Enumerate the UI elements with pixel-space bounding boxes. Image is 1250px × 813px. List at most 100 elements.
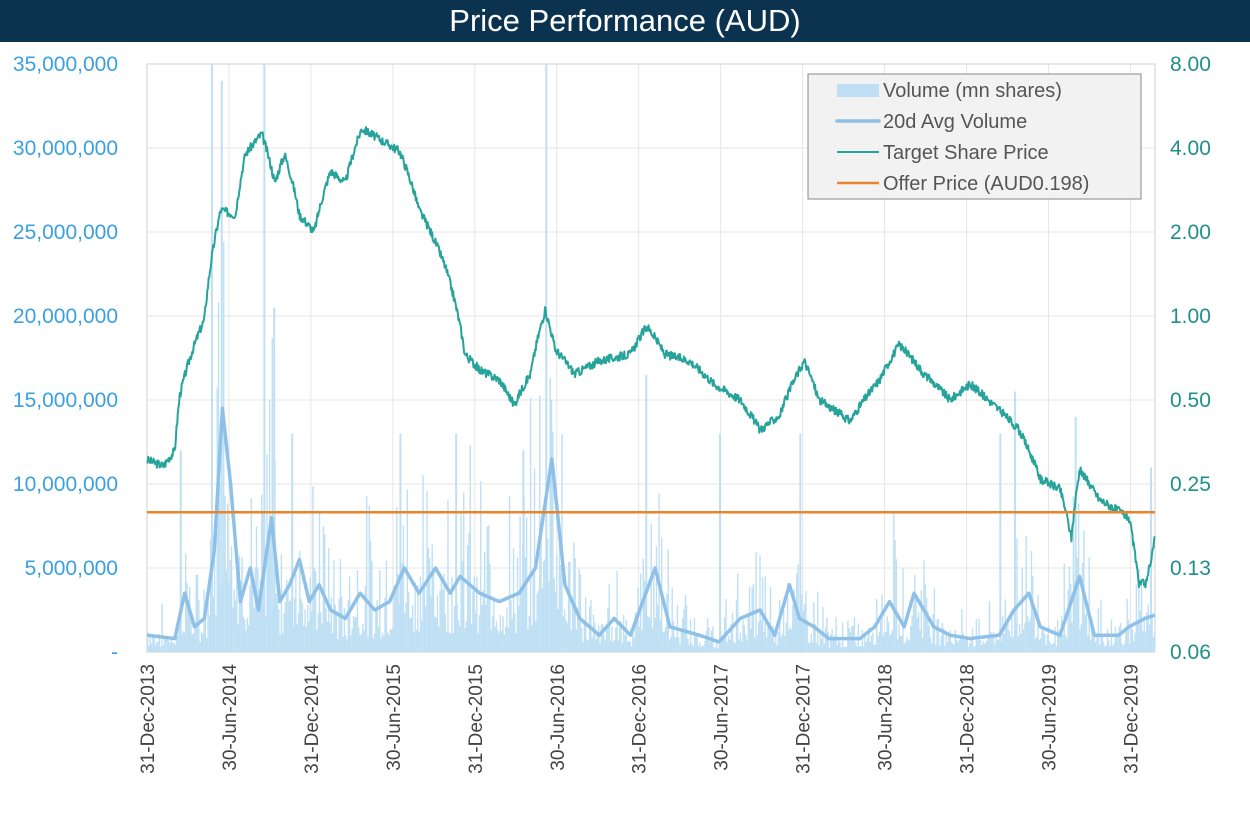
volume-bar (855, 642, 857, 652)
volume-bar (937, 618, 940, 652)
volume-bar (204, 611, 207, 652)
volume-bar (1063, 563, 1065, 652)
volume-bar (522, 450, 525, 652)
volume-bar (754, 638, 756, 652)
x-tick-label: 31-Dec-2018 (958, 664, 979, 774)
volume-bar (560, 564, 562, 652)
volume-bar (958, 639, 961, 652)
volume-bar (779, 600, 781, 652)
legend-volume-swatch (837, 84, 879, 97)
volume-bar (470, 623, 473, 652)
volume-bar (659, 620, 662, 652)
volume-bar (335, 611, 338, 652)
volume-bar (1131, 629, 1134, 652)
volume-bar (337, 639, 339, 652)
volume-bar (293, 598, 296, 652)
volume-bar (997, 639, 1000, 652)
volume-bar (464, 628, 466, 652)
volume-bar (419, 576, 422, 652)
volume-bar (1114, 626, 1117, 652)
volume-bar (329, 622, 331, 652)
volume-bar (1070, 583, 1072, 652)
volume-bar (253, 607, 255, 652)
volume-bar (540, 522, 542, 652)
volume-bar (1152, 636, 1155, 652)
volume-bar (154, 644, 157, 652)
volume-bar (737, 573, 739, 652)
volume-bar (171, 642, 174, 652)
volume-bar (390, 629, 393, 652)
volume-bar (680, 629, 683, 652)
volume-bar (291, 433, 294, 652)
volume-bar (365, 496, 368, 652)
volume-bar (327, 548, 330, 652)
volume-bar (655, 546, 658, 652)
volume-bar (925, 597, 928, 652)
volume-bar (625, 619, 627, 652)
x-tick-label: 31-Dec-2013 (138, 664, 159, 774)
volume-bar (716, 642, 718, 652)
volume-bar (908, 639, 911, 652)
volume-bar (1046, 634, 1048, 652)
volume-bar (1129, 643, 1131, 652)
left-tick-label: 15,000,000 (13, 389, 118, 412)
volume-bar (567, 561, 570, 652)
volume-bar (643, 581, 646, 652)
volume-bar (480, 481, 482, 652)
volume-bar (1066, 638, 1068, 652)
volume-bar (1022, 629, 1025, 652)
volume-bar (657, 605, 659, 652)
volume-bar (1098, 644, 1101, 652)
volume-bar (447, 500, 449, 652)
volume-bar (903, 643, 905, 652)
volume-bar (924, 584, 926, 652)
volume-bar (373, 633, 376, 652)
volume-bar (418, 631, 420, 652)
volume-bar (834, 635, 836, 652)
volume-bar (946, 642, 949, 652)
volume-bar (789, 626, 791, 652)
volume-bar (587, 640, 589, 652)
volume-bar (663, 631, 666, 652)
x-tick-label: 30-Jun-2019 (1039, 664, 1060, 771)
legend-price: Target Share Price (883, 142, 1049, 164)
volume-bar (178, 619, 180, 652)
volume-bar (731, 612, 734, 652)
volume-bar (1081, 563, 1084, 652)
volume-bar (820, 639, 823, 652)
volume-bar (520, 587, 523, 652)
volume-bar (546, 539, 549, 652)
x-tick-label: 31-Dec-2017 (794, 664, 815, 774)
volume-bar (751, 587, 753, 652)
volume-bar (1112, 645, 1114, 652)
volume-bar (511, 618, 513, 652)
volume-bar (215, 615, 217, 652)
volume-bar (691, 643, 693, 652)
volume-bar (472, 590, 474, 652)
volume-bar (529, 397, 532, 652)
volume-bar (440, 574, 443, 652)
volume-bar (1143, 616, 1145, 652)
volume-bar (164, 639, 166, 652)
volume-bar (539, 395, 541, 652)
volume-bar (984, 642, 987, 652)
x-tick-label: 30-Jun-2014 (220, 664, 241, 771)
volume-bar (1105, 645, 1107, 652)
volume-bar (931, 643, 933, 652)
volume-bar (393, 585, 395, 652)
volume-bar (407, 592, 410, 652)
volume-bar (322, 526, 325, 652)
volume-bar (195, 574, 197, 652)
volume-bar (952, 643, 954, 652)
volume-bar (316, 629, 318, 652)
volume-bar (788, 629, 790, 652)
volume-bar (389, 629, 391, 652)
volume-bar (923, 559, 925, 652)
volume-bar (758, 621, 760, 652)
volume-bar (565, 620, 567, 652)
volume-bar (1042, 627, 1044, 652)
volume-bar (667, 549, 669, 652)
volume-bar (571, 601, 574, 652)
volume-bar (493, 600, 495, 652)
